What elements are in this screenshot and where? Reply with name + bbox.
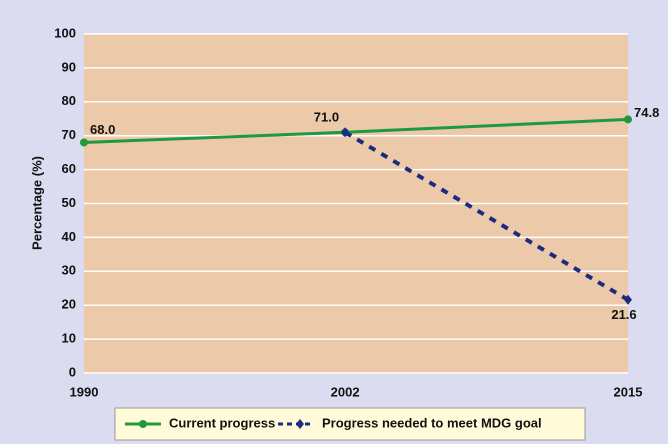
y-tick-label: 90 [62, 59, 76, 74]
data-label: 68.0 [90, 122, 115, 137]
y-tick-label: 20 [62, 297, 76, 312]
y-tick-label: 100 [54, 25, 76, 40]
legend-label: Current progress [169, 415, 275, 430]
y-tick-label: 80 [62, 93, 76, 108]
point [624, 115, 632, 124]
x-tick-label: 2015 [614, 384, 643, 399]
y-tick-label: 70 [62, 127, 76, 142]
point [624, 294, 632, 305]
legend-label: Progress needed to meet MDG goal [322, 415, 542, 430]
y-tick-label: 60 [62, 161, 76, 176]
data-label: 71.0 [314, 110, 339, 125]
y-axis-label: Percentage (%) [29, 156, 44, 250]
x-tick-label: 1990 [70, 384, 99, 399]
legend-marker [139, 420, 147, 428]
data-label: 74.8 [634, 105, 659, 120]
legend-marker [296, 419, 304, 429]
point [80, 138, 88, 147]
y-tick-label: 40 [62, 229, 76, 244]
legend [114, 407, 586, 441]
x-tick-label: 2002 [331, 384, 360, 399]
y-tick-label: 30 [62, 263, 76, 278]
y-tick-label: 10 [62, 331, 76, 346]
data-label: 21.6 [611, 307, 636, 322]
point [341, 127, 350, 138]
y-tick-label: 50 [62, 195, 76, 210]
y-tick-label: 0 [69, 364, 76, 379]
